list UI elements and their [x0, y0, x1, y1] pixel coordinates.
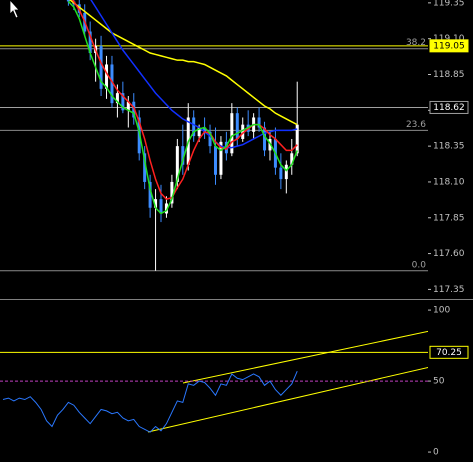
y-tick-label: 50 [433, 377, 445, 387]
y-tick-label: 118.10 [433, 177, 465, 187]
candle-body [208, 131, 212, 147]
price-label-box [429, 39, 469, 53]
candle-body [66, 0, 70, 2]
candle-body [235, 113, 239, 139]
candle-body [279, 167, 283, 180]
price-label-box [429, 345, 469, 359]
candle-body [126, 101, 130, 111]
candle-body [197, 127, 201, 137]
candle-body [213, 146, 217, 175]
candle-body [230, 113, 234, 154]
candle-body [257, 117, 261, 128]
candle-body [175, 146, 179, 182]
price-panel [0, 0, 428, 272]
fib-level-label: 38.2 [406, 38, 426, 48]
candle-body [170, 181, 174, 204]
rsi-panel [0, 330, 428, 433]
candle-body [105, 64, 109, 89]
y-tick-label: 100 [433, 306, 450, 316]
moving-average-line [90, 0, 298, 149]
y-tick-label: 118.35 [433, 142, 465, 152]
candle-body [192, 117, 196, 137]
candle-body [121, 93, 125, 111]
rsi-line [2, 370, 298, 433]
price-axis: 119.35119.10118.85118.60118.35118.10117.… [406, 0, 469, 295]
candle-body [99, 45, 103, 89]
candle-body [284, 164, 288, 180]
y-tick-label: 117.60 [433, 249, 465, 259]
moving-average-line [68, 0, 298, 126]
candle-body [290, 153, 294, 165]
candle-body [115, 93, 119, 104]
candle-body [154, 199, 158, 208]
trend-line [182, 330, 428, 384]
fib-level-label: 23.6 [406, 120, 426, 130]
candle-body [148, 181, 152, 208]
candle-body [164, 203, 168, 214]
y-tick-label: 117.35 [433, 285, 465, 295]
candle-body [110, 64, 114, 104]
candle-body [241, 124, 245, 139]
candle-body [263, 127, 267, 151]
candle-body [132, 101, 136, 118]
candle-body [88, 31, 92, 54]
rsi-axis: 100 50 0 70.25 [428, 306, 469, 458]
moving-average-line [67, 0, 298, 215]
candle-body [159, 199, 163, 214]
candle-body [143, 153, 147, 182]
fib-level-label: 0.0 [412, 260, 427, 270]
y-tick-label: 0 [433, 448, 439, 458]
candle-body [219, 141, 223, 175]
price-label-box [429, 100, 469, 114]
candle-body [77, 4, 81, 13]
candle-body [203, 127, 207, 132]
cursor [9, 0, 20, 19]
price-label: 118.62 [433, 103, 465, 113]
price-label: 119.05 [433, 41, 465, 51]
trend-line [147, 366, 428, 433]
y-tick-label: 119.35 [433, 0, 465, 8]
y-tick-label: 118.85 [433, 70, 465, 80]
y-tick-label: 119.10 [433, 34, 465, 44]
y-tick-label: 117.85 [433, 213, 465, 223]
candle-body [295, 124, 299, 154]
candle-body [181, 146, 185, 165]
price-label: 70.25 [436, 348, 462, 358]
